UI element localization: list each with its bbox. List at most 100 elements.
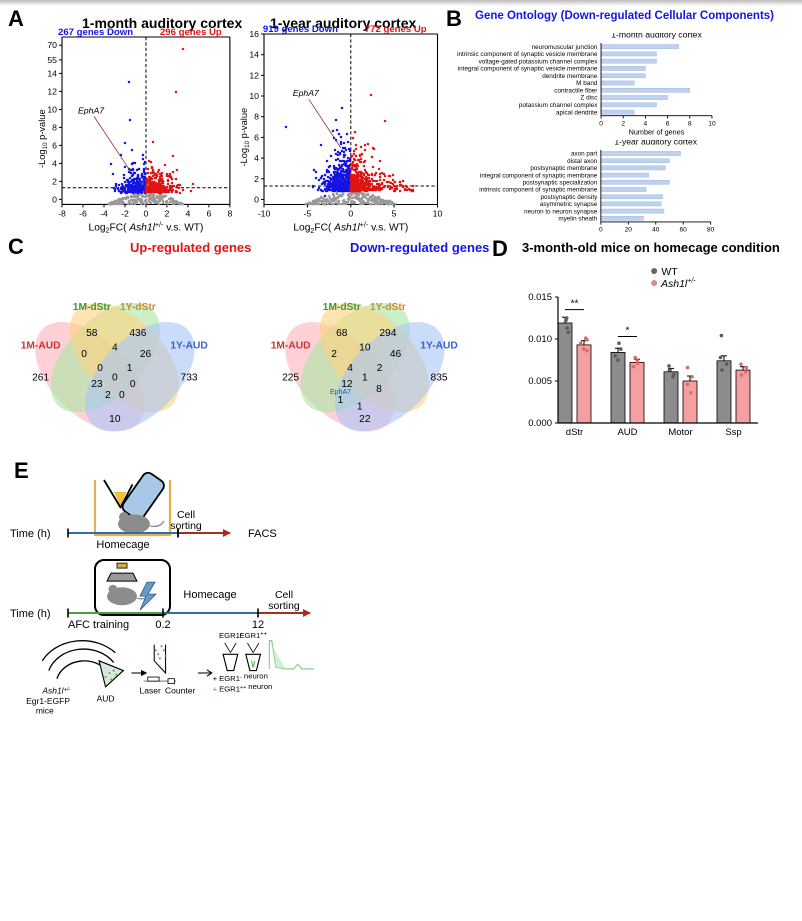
svg-text:intrinsic component of synapti: intrinsic component of synaptic membrane xyxy=(479,187,597,194)
svg-text:1M-dStr: 1M-dStr xyxy=(73,302,111,313)
svg-text:integral component of synaptic: integral component of synaptic membrane xyxy=(480,172,598,179)
svg-text:6: 6 xyxy=(666,120,670,127)
svg-text:voltage-gated potassium channe: voltage-gated potassium channel complex xyxy=(479,58,599,65)
svg-text:4: 4 xyxy=(112,343,118,354)
svg-text:22: 22 xyxy=(359,414,371,425)
svg-text:1M-AUD: 1M-AUD xyxy=(271,341,311,352)
svg-text:EGR1-: EGR1- xyxy=(219,631,242,640)
svg-text:**: ** xyxy=(571,299,579,310)
svg-text:neuron to neuron synapse: neuron to neuron synapse xyxy=(524,208,598,215)
svg-text:261: 261 xyxy=(32,373,49,384)
svg-text:1-year auditory cortex: 1-year auditory cortex xyxy=(614,140,697,147)
svg-text:-8: -8 xyxy=(58,208,66,218)
svg-text:2: 2 xyxy=(254,174,259,184)
svg-text:postsynaptic specialization: postsynaptic specialization xyxy=(523,179,598,186)
svg-text:6: 6 xyxy=(254,132,259,142)
svg-text:58: 58 xyxy=(86,328,98,339)
svg-text:14: 14 xyxy=(249,49,259,59)
svg-text:4: 4 xyxy=(347,363,353,374)
svg-text:Time (h): Time (h) xyxy=(10,608,51,620)
svg-text:2: 2 xyxy=(377,363,383,374)
svg-text:4: 4 xyxy=(644,120,648,127)
svg-text:4: 4 xyxy=(52,158,57,168)
svg-text:10: 10 xyxy=(708,120,716,127)
svg-text:10: 10 xyxy=(47,104,57,114)
svg-text:10: 10 xyxy=(249,91,259,101)
svg-text:4: 4 xyxy=(185,208,190,218)
svg-text:5: 5 xyxy=(392,208,397,218)
svg-text:296 genes Up: 296 genes Up xyxy=(160,27,222,38)
svg-text:Number of genes: Number of genes xyxy=(629,127,685,136)
svg-text:sorting: sorting xyxy=(170,520,202,532)
svg-text:4: 4 xyxy=(254,153,259,163)
svg-text:0: 0 xyxy=(143,208,148,218)
svg-text:0: 0 xyxy=(112,373,118,384)
svg-text:apical dendrite: apical dendrite xyxy=(556,109,598,116)
svg-text:EphA7: EphA7 xyxy=(78,105,105,115)
svg-text:-Log10 p-value: -Log10 p-value xyxy=(239,108,251,167)
svg-text:asymmetric synapse: asymmetric synapse xyxy=(540,201,598,208)
svg-text:6: 6 xyxy=(206,208,211,218)
svg-text:1: 1 xyxy=(338,395,344,406)
svg-text:postsynaptic membrane: postsynaptic membrane xyxy=(530,165,597,172)
svg-text:-Log10 p-value: -Log10 p-value xyxy=(37,109,49,168)
svg-text:8: 8 xyxy=(52,122,57,132)
svg-text:2: 2 xyxy=(52,176,57,186)
svg-text:axon part: axon part xyxy=(571,151,598,158)
svg-text:225: 225 xyxy=(282,373,299,384)
svg-text:1: 1 xyxy=(357,401,363,412)
svg-text:-4: -4 xyxy=(100,208,108,218)
svg-text:sorting: sorting xyxy=(268,600,300,612)
svg-text:neuromuscular junction: neuromuscular junction xyxy=(532,44,598,51)
svg-text:6: 6 xyxy=(52,140,57,150)
svg-text:10: 10 xyxy=(109,414,121,425)
svg-text:267 genes Down: 267 genes Down xyxy=(58,27,133,38)
svg-text:myelin sheath: myelin sheath xyxy=(558,215,597,222)
svg-text:-5: -5 xyxy=(304,208,312,218)
svg-text:294: 294 xyxy=(379,328,396,339)
svg-text:2: 2 xyxy=(621,120,625,127)
svg-text:0.000: 0.000 xyxy=(528,418,552,429)
svg-text:AUD: AUD xyxy=(617,427,637,438)
svg-text:integral component of synaptic: integral component of synaptic vesicle m… xyxy=(458,66,598,73)
svg-text:*: * xyxy=(626,326,630,337)
svg-text:1M-AUD: 1M-AUD xyxy=(21,341,61,352)
svg-text:0: 0 xyxy=(599,120,603,127)
svg-text:14: 14 xyxy=(47,68,57,78)
svg-text:FACS: FACS xyxy=(248,528,277,540)
svg-text:1Y-AUD: 1Y-AUD xyxy=(170,341,207,352)
svg-text:Homecage: Homecage xyxy=(183,589,236,601)
svg-text:2: 2 xyxy=(105,390,111,401)
svg-text:Homecage: Homecage xyxy=(96,539,149,551)
svg-text:M band: M band xyxy=(576,80,598,87)
svg-text:1M-dStr: 1M-dStr xyxy=(323,302,361,313)
svg-text:12: 12 xyxy=(47,86,57,96)
svg-text:dendrite membrane: dendrite membrane xyxy=(542,73,598,80)
svg-text:0: 0 xyxy=(119,390,125,401)
svg-text:10: 10 xyxy=(359,343,371,354)
svg-text:-10: -10 xyxy=(258,208,271,218)
svg-text:1-month auditory cortex: 1-month auditory cortex xyxy=(611,33,702,40)
svg-text:0: 0 xyxy=(52,194,57,204)
svg-text:0: 0 xyxy=(130,379,136,390)
svg-text:contractile fiber: contractile fiber xyxy=(554,87,598,94)
svg-text:8: 8 xyxy=(227,208,232,218)
svg-text:-2: -2 xyxy=(121,208,129,218)
svg-text:Ssp: Ssp xyxy=(725,427,741,438)
svg-text:0: 0 xyxy=(81,349,87,360)
svg-text:2: 2 xyxy=(331,349,337,360)
svg-text:0.005: 0.005 xyxy=(528,376,552,387)
svg-text:16: 16 xyxy=(249,29,259,39)
svg-text:distal axon: distal axon xyxy=(567,158,598,165)
svg-text:1: 1 xyxy=(362,373,368,384)
svg-text:dStr: dStr xyxy=(566,427,583,438)
svg-text:70: 70 xyxy=(47,40,57,50)
svg-text:EphA7: EphA7 xyxy=(293,88,320,98)
svg-text:12: 12 xyxy=(341,379,353,390)
svg-text:55: 55 xyxy=(47,55,57,65)
svg-text:postsynaptic density: postsynaptic density xyxy=(541,194,599,201)
svg-text:0.015: 0.015 xyxy=(528,292,552,303)
svg-text:1: 1 xyxy=(127,363,133,374)
svg-text:potassium channel complex: potassium channel complex xyxy=(519,102,598,109)
svg-text:-6: -6 xyxy=(79,208,87,218)
